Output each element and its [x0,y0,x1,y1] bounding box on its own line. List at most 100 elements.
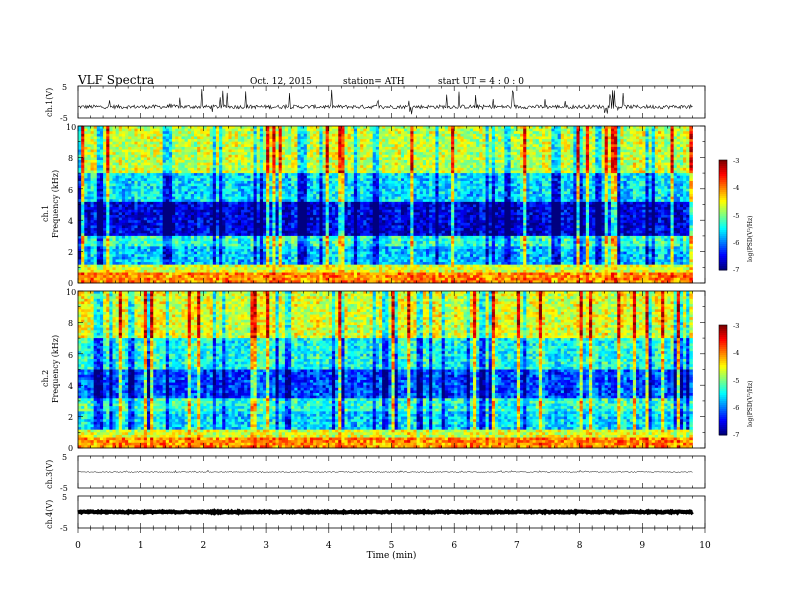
spectrogram-cell [247,134,251,137]
spectrogram-cell [197,147,201,150]
spectrogram-cell [564,147,568,150]
spectrogram-cell [658,142,662,145]
spectrogram-cell [395,134,399,137]
spectrogram-cell [294,136,298,139]
spectrogram-cell [583,129,587,132]
spectrogram-cell [605,147,609,150]
spectrogram-cell [78,142,82,145]
spectrogram-cell [181,126,185,129]
spectrogram-cell [250,142,254,145]
spectrogram-cell [407,134,411,137]
spectrogram-cell [106,144,110,147]
spectrogram-cell [642,131,646,134]
spectrogram-cell [504,126,508,129]
spectrogram-cell [376,129,380,132]
spectrogram-cell [185,136,189,139]
spectrogram-cell [602,139,606,142]
spectrogram-cell [263,136,267,139]
spectrogram-cell [627,131,631,134]
spectrogram-cell [661,139,665,142]
spectrogram-cell [360,129,364,132]
spectrogram-cell [181,129,185,132]
spectrogram-cell [169,142,173,145]
spectrogram-cell [197,150,201,153]
spectrogram-cell [385,139,389,142]
spectrogram-cell [213,131,217,134]
spectrogram-cell [134,144,138,147]
spectrogram-cell [106,150,110,153]
spectrogram-cell [620,136,624,139]
spectrogram-cell [482,136,486,139]
spectrogram-cell [555,126,559,129]
spectrogram-cell [686,147,690,150]
spectrogram-cell [548,147,552,150]
spectrogram-cell [213,150,217,153]
spectrogram-cell [313,144,317,147]
spectrogram-cell [250,144,254,147]
spectrogram-cell [188,142,192,145]
spectrogram-cell [417,134,421,137]
spectrogram-cell [125,139,129,142]
spectrogram-cell [175,129,179,132]
spectrogram-cell [288,142,292,145]
spectrogram-cell [163,134,167,137]
spectrogram-cell [263,147,267,150]
spectrogram-cell [630,126,634,129]
spectrogram-cell [128,139,132,142]
spectrogram-cell [316,144,320,147]
spectrogram-cell [398,139,402,142]
spectrogram-cell [84,144,88,147]
spectrogram-cell [210,129,214,132]
spectrogram-cell [94,142,98,145]
spectrogram-cell [686,136,690,139]
spectrogram-cell [674,136,678,139]
spectrogram-cell [401,142,405,145]
spectrogram-cell [272,136,276,139]
spectrogram-cell [257,134,261,137]
spectrogram-cell [338,136,342,139]
spectrogram-cell [511,136,515,139]
spectrogram-cell [407,129,411,132]
spectrogram-cell [128,126,132,129]
spectrogram-cell [473,142,477,145]
spectrogram-cell [545,131,549,134]
spectrogram-cell [623,134,627,137]
spectrogram-cell [395,139,399,142]
spectrogram-cell [141,147,145,150]
spectrogram-cell [112,147,116,150]
spectrogram-cell [520,142,524,145]
spectrogram-cell [134,147,138,150]
spectrogram-cell [260,126,264,129]
spectrogram-cell [307,142,311,145]
spectrogram-cell [642,147,646,150]
spectrogram-cell [316,131,320,134]
spectrogram-cell [526,129,530,132]
spectrogram-cell [166,139,170,142]
spectrogram-cell [191,136,195,139]
spectrogram-cell [529,147,533,150]
spectrogram-cell [185,131,189,134]
spectrogram-cell [150,134,154,137]
spectrogram-cell [526,134,530,137]
spectrogram-cell [652,147,656,150]
spectrogram-cell [404,126,408,129]
spectrogram-cell [611,134,615,137]
spectrogram-cell [598,126,602,129]
spectrogram-cell [341,142,345,145]
spectrogram-cell [144,129,148,132]
spectrogram-cell [81,131,85,134]
spectrogram-cell [570,129,574,132]
spectrogram-cell [169,150,173,153]
spectrogram-cell [263,142,267,145]
spectrogram-cell [514,134,518,137]
spectrogram-cell [153,129,157,132]
spectrogram-cell [583,139,587,142]
spectrogram-cell [213,147,217,150]
spectrogram-cell [294,126,298,129]
spectrogram-cell [548,131,552,134]
spectrogram-cell [551,136,555,139]
spectrogram-cell [188,134,192,137]
spectrogram-cell [254,150,258,153]
spectrogram-cell [319,144,323,147]
spectrogram-cell [285,136,289,139]
